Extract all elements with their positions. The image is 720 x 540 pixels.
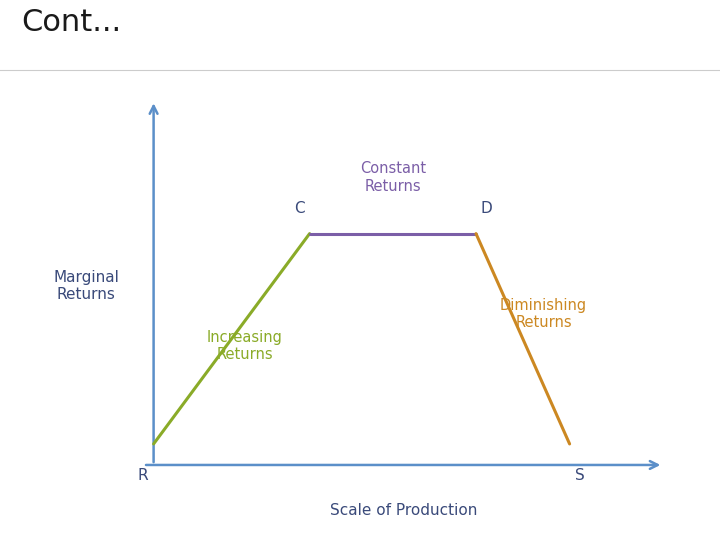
Text: Increasing
Returns: Increasing Returns bbox=[207, 329, 282, 362]
Text: Diminishing
Returns: Diminishing Returns bbox=[500, 298, 588, 330]
Text: S: S bbox=[575, 469, 585, 483]
Text: 29: 29 bbox=[683, 517, 698, 530]
Text: D: D bbox=[480, 201, 492, 216]
Text: Cont...: Cont... bbox=[22, 8, 122, 37]
Text: Constant
Returns: Constant Returns bbox=[360, 161, 426, 194]
Text: R: R bbox=[138, 469, 148, 483]
Text: C: C bbox=[294, 201, 305, 216]
Text: Unit-2  Theory of Production and Cost    Darshan Institute of Engineering & Tech: Unit-2 Theory of Production and Cost Dar… bbox=[14, 517, 527, 530]
Text: Scale of Production: Scale of Production bbox=[330, 503, 477, 518]
Text: Marginal
Returns: Marginal Returns bbox=[53, 270, 119, 302]
